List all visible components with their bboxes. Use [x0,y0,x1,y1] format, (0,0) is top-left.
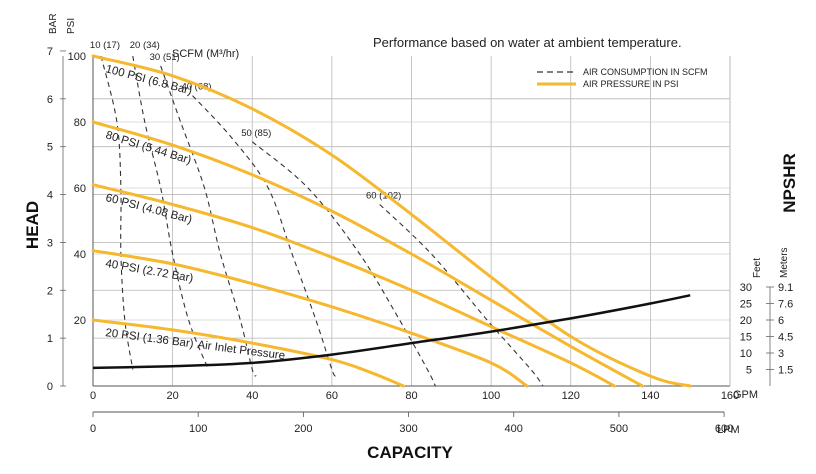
scfm-line [251,141,436,387]
pressure-line [91,318,405,388]
x-tick-gpm: 80 [405,390,417,402]
pressure-line-label: 40 PSI (2.72 Bar) [104,258,194,285]
x-tick-lpm: 0 [90,423,96,435]
npshr-tick-meters: 9.1 [778,282,793,294]
y-unit-bar: BAR [48,13,59,34]
y-tick-bar: 6 [47,94,53,106]
scfm-line-label: 60 (102) [366,191,401,202]
y-axis-title: HEAD [23,201,42,249]
npshr-title: NPSHR [780,153,799,213]
npshr-tick-feet: 5 [746,365,752,377]
x-tick-lpm: 200 [294,423,312,435]
grid [92,56,731,387]
npshr-tick-meters: 4.5 [778,332,793,344]
x-tick-lpm: 600 [715,423,733,435]
y-tick-psi: 80 [74,117,86,129]
pressure-line [91,183,616,388]
pressure-line [91,249,529,388]
scfm-line-label: 50 (85) [241,128,271,139]
npshr-unit-feet: Feet [752,258,763,278]
npshr-tick-feet: 20 [740,315,752,327]
y-tick-bar: 7 [47,46,53,58]
scfm-header: SCFM (M³/hr) [172,48,239,60]
x-tick-gpm: 0 [90,390,96,402]
chart-title: Performance based on water at ambient te… [373,35,682,50]
legend-label-air-pressure: AIR PRESSURE IN PSI [583,79,679,89]
legend: AIR CONSUMPTION IN SCFM AIR PRESSURE IN … [537,67,708,89]
scfm-lines: 10 (17) 20 (34)30 (51) 40 (68) 50 (85) 60 (1… [90,40,544,387]
x-tick-gpm: 20 [167,390,179,402]
x-tick-gpm: 60 [326,390,338,402]
scfm-line [160,65,257,377]
y-unit-psi: PSI [66,18,77,34]
y-tick-psi: 40 [74,249,86,261]
scfm-line [100,55,134,370]
npshr-tick-feet: 10 [740,348,752,360]
x-unit-lpm: LPM [717,424,740,436]
y-tick-bar: 4 [47,190,53,202]
scfm-line [379,204,544,387]
y-tick-psi: 100 [68,51,86,63]
y-tick-psi: 20 [74,315,86,327]
npshr-tick-meters: 3 [778,348,784,360]
x-tick-gpm: 40 [246,390,258,402]
y-tick-bar: 1 [47,333,53,345]
x-tick-gpm: 160 [721,390,739,402]
scfm-line-label: 20 (34) [130,40,160,51]
x-axis-title: CAPACITY [367,443,453,462]
y-tick-bar: 2 [47,285,53,297]
npshr-tick-feet: 30 [740,282,752,294]
x-unit-gpm: GPM [733,389,758,401]
y-tick-bar: 0 [47,381,53,393]
y-tick-bar: 3 [47,237,53,249]
pressure-line [91,54,692,388]
legend-label-air-consumption: AIR CONSUMPTION IN SCFM [583,67,708,77]
scfm-line-label: 10 (17) [90,40,120,51]
y-tick-bar: 5 [47,142,53,154]
npshr-unit-meters: Meters [779,247,790,278]
labels: 0 20 40 60 80 100 120 140 160 0 1 2 3 4 5 6 7 20 40 60 80 100… [47,46,739,435]
x-tick-lpm: 500 [610,423,628,435]
scfm-line [132,55,210,370]
scfm-line-label: 40 (68) [181,82,211,93]
npshr-tick-meters: 7.6 [778,299,793,311]
x-tick-lpm: 400 [505,423,523,435]
npshr-axis: 30 9.1 25 7.6 20 6 15 4.5 10 3 5 1.5 [740,282,793,386]
x-tick-gpm: 140 [641,390,659,402]
npshr-curve [92,294,691,370]
pressure-line [91,120,644,388]
x-tick-gpm: 100 [482,390,500,402]
npshr-tick-meters: 6 [778,315,784,327]
pressure-lines: 100 PSI (6.8 Bar)80 PSI (5.44 Bar)60 PSI… [91,54,692,388]
npshr-line [92,294,691,370]
npshr-tick-meters: 1.5 [778,365,793,377]
x-tick-gpm: 120 [562,390,580,402]
x-tick-lpm: 100 [189,423,207,435]
x-tick-lpm: 300 [399,423,417,435]
scfm-line [192,95,337,377]
scfm-line-label: 30 (51) [150,52,180,63]
npshr-tick-feet: 25 [740,299,752,311]
npshr-tick-feet: 15 [740,332,752,344]
y-tick-psi: 60 [74,183,86,195]
